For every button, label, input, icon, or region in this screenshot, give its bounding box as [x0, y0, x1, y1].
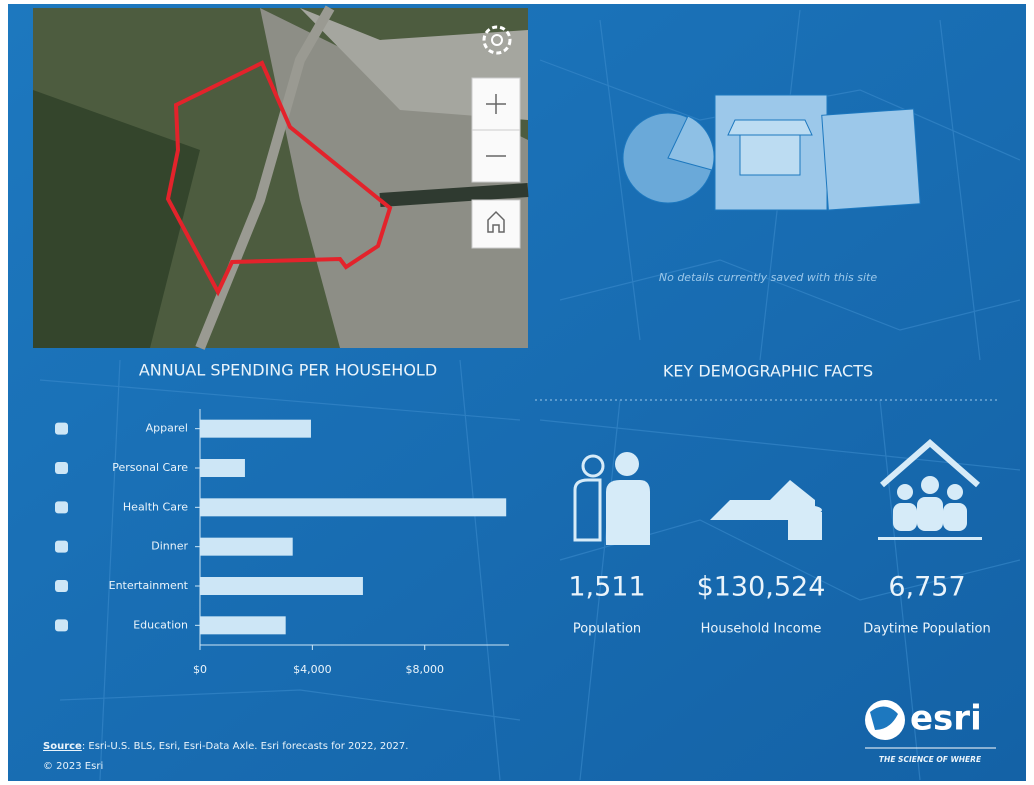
y-tick-label: Health Care	[123, 500, 188, 513]
category-icon	[55, 541, 68, 553]
x-tick-label: $0	[193, 663, 207, 676]
fact-label: Daytime Population	[863, 622, 990, 637]
category-icon	[55, 619, 68, 631]
facts-title: KEY DEMOGRAPHIC FACTS	[663, 362, 873, 381]
category-icon	[55, 501, 68, 513]
logo-tagline: THE SCIENCE OF WHERE	[879, 755, 982, 764]
category-icon	[55, 462, 68, 474]
x-tick-label: $4,000	[293, 663, 332, 676]
y-tick-label: Apparel	[146, 422, 188, 435]
home-button[interactable]	[472, 200, 520, 248]
logo-name: esri	[910, 699, 982, 739]
no-details-note: No details currently saved with this sit…	[659, 271, 878, 284]
fact-label: Household Income	[701, 622, 822, 637]
fact-value: 6,757	[888, 572, 965, 603]
bar	[200, 577, 363, 595]
y-tick-label: Entertainment	[109, 579, 189, 592]
category-icon	[55, 580, 68, 592]
esri-logo[interactable]: esri THE SCIENCE OF WHERE	[865, 699, 996, 765]
y-tick-label: Dinner	[151, 540, 188, 553]
infographic: No details currently saved with this sit…	[0, 0, 1034, 785]
bar	[200, 616, 286, 634]
source-label: Source	[43, 741, 82, 752]
page: No details currently saved with this sit…	[0, 0, 1034, 785]
fact-value: $130,524	[697, 572, 826, 603]
x-tick-label: $8,000	[405, 663, 444, 676]
fact-label: Population	[573, 622, 641, 637]
bar	[200, 538, 293, 556]
source: Source: Esri-U.S. BLS, Esri, Esri-Data A…	[43, 741, 408, 752]
bar	[200, 459, 245, 477]
zoom-out-button[interactable]	[472, 130, 520, 182]
fact-value: 1,511	[568, 572, 645, 603]
chart-title: ANNUAL SPENDING PER HOUSEHOLD	[139, 361, 437, 380]
y-tick-label: Education	[133, 618, 188, 631]
source-text: : Esri-U.S. BLS, Esri, Esri-Data Axle. E…	[82, 741, 409, 752]
copyright: © 2023 Esri	[43, 761, 103, 772]
bar	[200, 498, 506, 516]
category-icon	[55, 423, 68, 435]
map	[33, 8, 528, 348]
zoom-in-button[interactable]	[472, 78, 520, 130]
bar	[200, 420, 311, 438]
y-tick-label: Personal Care	[112, 461, 188, 474]
